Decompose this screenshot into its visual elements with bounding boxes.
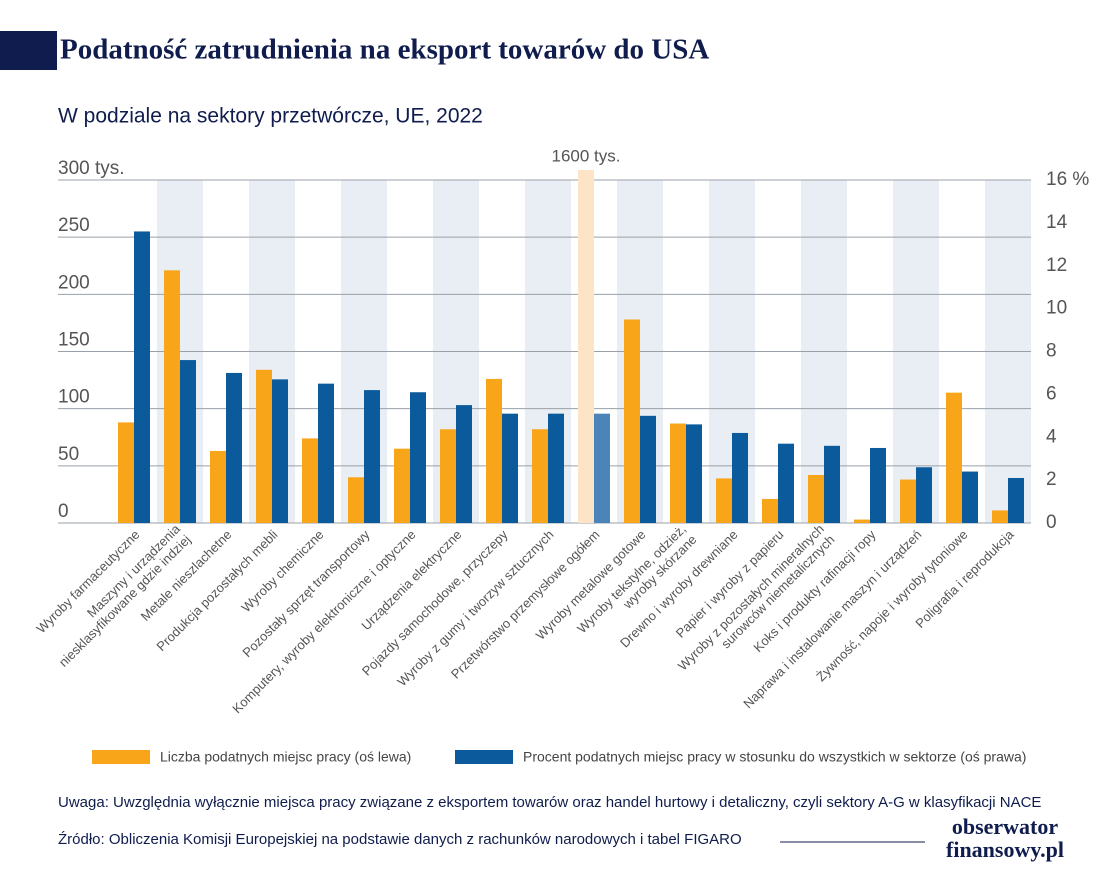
bar <box>762 498 778 523</box>
legend-label: Liczba podatnych miejsc pracy (oś lewa) <box>160 749 411 765</box>
bar <box>226 372 242 523</box>
note: Uwaga: Uwzględnia wyłącznie miejsca prac… <box>58 794 1041 811</box>
bar <box>916 467 932 523</box>
bar <box>624 319 640 523</box>
bar <box>134 231 150 523</box>
legend-swatch <box>92 750 150 764</box>
y2-tick-label: 0 <box>1046 512 1057 533</box>
y-tick-label: 300 tys. <box>58 158 125 179</box>
bar <box>578 170 594 523</box>
y2-tick-label: 10 <box>1046 298 1067 319</box>
bar <box>440 429 456 523</box>
bar <box>486 378 502 523</box>
y-tick-label: 0 <box>58 501 69 522</box>
bar <box>364 390 380 523</box>
y2-tick-label: 8 <box>1046 341 1057 362</box>
y-tick-label: 100 <box>58 387 90 408</box>
y2-tick-label: 12 <box>1046 255 1067 276</box>
bar <box>532 429 548 523</box>
bar <box>348 477 364 523</box>
bar <box>548 413 564 523</box>
legend-label: Procent podatnych miejsc pracy w stosunk… <box>523 749 1026 765</box>
y2-tick-label: 16 % <box>1046 169 1089 190</box>
bar <box>716 478 732 523</box>
bar <box>870 447 886 523</box>
bar <box>456 405 472 523</box>
y2-tick-label: 4 <box>1046 426 1057 447</box>
title-block <box>0 31 57 70</box>
bar <box>410 392 426 523</box>
bar <box>962 471 978 523</box>
bar <box>118 422 134 523</box>
bar <box>808 474 824 523</box>
bar <box>164 270 180 523</box>
chart-subtitle: W podziale na sektory przetwórcze, UE, 2… <box>58 105 483 128</box>
bar <box>502 413 518 523</box>
logo: finansowy.pl <box>946 837 1064 862</box>
logo: obserwator <box>952 814 1059 839</box>
value-label: 1600 tys. <box>552 146 621 165</box>
y2-tick-label: 2 <box>1046 469 1057 490</box>
y-tick-label: 250 <box>58 215 90 236</box>
bar <box>594 413 610 523</box>
legend-swatch <box>455 750 513 764</box>
bar <box>992 510 1008 523</box>
bar <box>854 519 870 523</box>
bar <box>1008 477 1024 523</box>
bar <box>824 445 840 523</box>
y-tick-label: 50 <box>58 444 79 465</box>
bar <box>256 369 272 523</box>
bar <box>946 392 962 523</box>
chart-title: Podatność zatrudnienia na eksport towaró… <box>60 34 709 66</box>
bar <box>302 438 318 523</box>
bar <box>180 360 196 523</box>
bar <box>732 432 748 523</box>
x-tick-label: Wyroby chemiczne <box>238 527 326 615</box>
y-tick-label: 150 <box>58 330 90 351</box>
y2-tick-label: 6 <box>1046 383 1057 404</box>
bar <box>394 448 410 523</box>
bar <box>640 415 656 523</box>
bar <box>778 443 794 523</box>
bar <box>318 383 334 523</box>
bar <box>272 379 288 523</box>
bar <box>900 479 916 523</box>
bar <box>686 424 702 523</box>
y-tick-label: 200 <box>58 272 90 293</box>
source: Źródło: Obliczenia Komisji Europejskiej … <box>58 831 742 848</box>
bar <box>210 450 226 523</box>
bar <box>670 423 686 523</box>
y2-tick-label: 14 <box>1046 212 1068 233</box>
